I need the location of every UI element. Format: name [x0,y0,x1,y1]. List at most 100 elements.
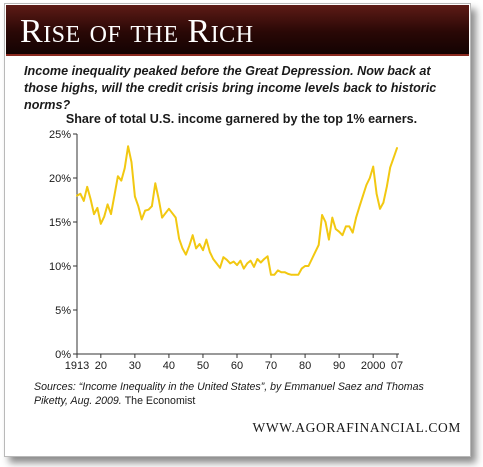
data-point [120,179,123,182]
data-point [127,145,129,148]
y-tick-label: 5% [55,305,71,317]
data-point [263,258,266,260]
data-point [83,200,85,202]
data-point [321,214,323,216]
data-point [151,205,153,207]
x-tick-label: 20 [95,360,107,372]
y-tick-label: 10% [49,261,71,273]
data-point [205,238,208,241]
data-point [389,166,392,169]
data-point [266,255,269,258]
data-point [209,251,211,253]
y-tick-label: 20% [49,173,71,185]
data-point [96,207,99,209]
data-point [382,201,385,204]
page-title: Rise of the Rich [20,13,254,50]
data-point [375,193,378,195]
data-point [331,216,334,219]
x-tick-label: 07 [391,360,403,372]
data-point [317,244,320,246]
title-banner: Rise of the Rich [6,5,469,56]
data-point [314,251,317,253]
data-point [273,274,276,276]
data-point [185,253,187,256]
data-point [100,223,102,225]
data-point [300,267,303,270]
data-point [277,269,279,272]
y-tick-label: 0% [55,349,71,361]
x-tick-label: 30 [129,360,141,372]
data-point [134,195,136,198]
data-point [232,260,235,263]
data-point [358,205,361,207]
data-point [328,238,330,241]
data-point [215,262,218,265]
data-point [147,208,150,211]
data-point [243,267,245,270]
data-point [369,177,371,179]
data-point [283,271,286,274]
data-point [226,259,228,261]
data-point [246,262,248,265]
data-point [355,216,357,219]
data-point [106,203,109,206]
x-tick-label: 40 [163,360,175,372]
sources-text: Sources: “Income Inequality in the Unite… [34,381,424,407]
data-point [249,259,252,262]
data-point [236,264,238,266]
data-point [311,258,313,260]
x-tick-label: 1913 [65,360,89,372]
data-point [270,274,272,276]
data-point [154,182,157,185]
data-point [93,213,95,215]
sources-note: Sources: “Income Inequality in the Unite… [34,380,454,408]
data-point [392,157,395,159]
data-point [219,267,221,269]
data-point [144,209,146,212]
data-point [117,175,119,177]
data-point [168,208,170,210]
data-point [164,212,167,214]
data-point [229,262,231,265]
data-point [110,213,112,215]
data-point [181,247,184,250]
data-point [334,228,337,230]
data-point [372,165,375,168]
data-point [198,243,201,245]
data-point [294,274,296,276]
data-point [188,245,191,247]
y-tick-label: 25% [49,129,71,141]
data-point [256,258,259,260]
data-point [195,247,197,250]
x-tick-label: 90 [333,360,345,372]
x-tick-label: 70 [265,360,277,372]
data-point [386,186,388,188]
data-point [178,237,180,240]
data-point [307,265,310,267]
data-point [79,193,82,195]
data-point [89,198,92,200]
subtitle: Income inequality peaked before the Grea… [24,64,437,112]
data-point [157,198,160,200]
x-tick-label: 2000 [361,360,385,372]
data-point [174,216,177,219]
data-point [379,208,381,210]
data-point [202,249,204,251]
data-point [140,218,143,221]
data-point [103,215,105,218]
data-point [113,194,116,197]
data-point [76,194,78,197]
y-tick-label: 15% [49,217,71,229]
x-tick-label: 80 [299,360,311,372]
data-point [137,205,140,207]
x-tick-label: 60 [231,360,243,372]
x-tick-label: 50 [197,360,209,372]
data-point [304,265,306,267]
series-line [76,145,398,276]
data-point [396,147,398,149]
data-point [324,221,327,223]
infographic-card: Rise of the Rich [4,3,471,457]
data-point [348,225,351,228]
data-point [130,161,133,163]
data-point [362,194,364,197]
